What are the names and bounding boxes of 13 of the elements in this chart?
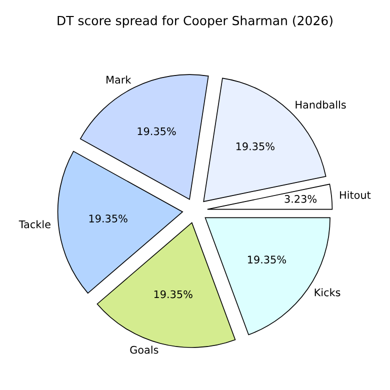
- data-label: 3.23%: [284, 194, 317, 203]
- chart-title: DT score spread for Cooper Sharman (2026): [58, 16, 332, 28]
- data-label: 19.35%: [89, 214, 128, 222]
- data-label: 19.35%: [248, 256, 286, 264]
- slice-label: Goals: [130, 346, 158, 354]
- data-label: 19.35%: [138, 127, 176, 136]
- data-label: 19.35%: [236, 142, 274, 150]
- slice-label: Mark: [106, 76, 132, 84]
- slice-label: Handballs: [296, 100, 346, 109]
- slice-label: Hitout: [340, 190, 371, 199]
- slice-label: Tackle: [18, 220, 50, 228]
- slice-label: Kicks: [314, 288, 340, 296]
- data-label: 19.35%: [154, 290, 192, 298]
